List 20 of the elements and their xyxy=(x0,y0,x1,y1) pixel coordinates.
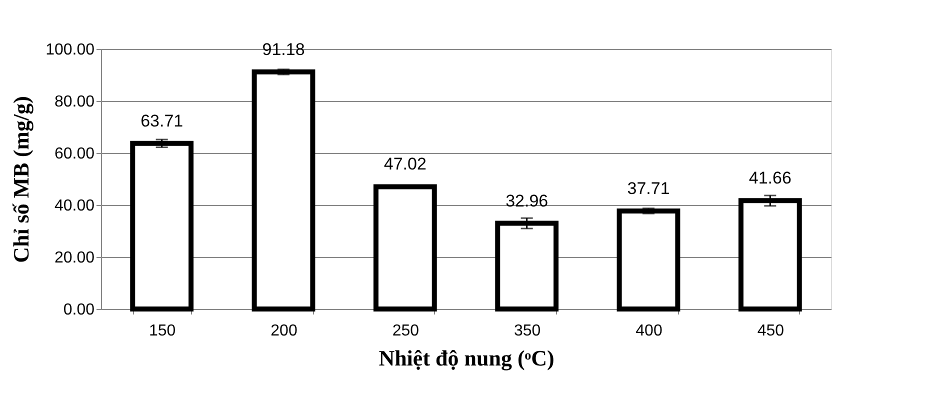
data-label: 37.71 xyxy=(627,178,670,198)
x-axis-title: Nhiệt độ nung (ᵒC) xyxy=(378,346,554,370)
y-axis-title: Chỉ số MB (mg/g) xyxy=(8,96,34,263)
y-tick-label: 80.00 xyxy=(54,94,95,110)
x-tick-label: 200 xyxy=(270,322,298,340)
x-tick-label: 250 xyxy=(392,322,420,340)
x-tick-label: 350 xyxy=(514,322,541,340)
data-label: 32.96 xyxy=(506,191,548,210)
y-tick-label: 0.00 xyxy=(63,302,95,318)
x-tick-label: 150 xyxy=(148,322,176,340)
data-label: 41.66 xyxy=(748,168,792,188)
y-tick-label: 20.00 xyxy=(54,250,95,266)
x-tick-label: 450 xyxy=(757,322,784,340)
data-label: 63.71 xyxy=(140,111,184,130)
data-label: 91.18 xyxy=(262,40,305,59)
y-tick-label: 100.00 xyxy=(46,42,95,58)
y-tick-label: 40.00 xyxy=(54,198,95,214)
data-label: 47.02 xyxy=(384,154,426,174)
x-tick-label: 400 xyxy=(636,322,662,340)
y-tick-label: 60.00 xyxy=(54,146,95,162)
